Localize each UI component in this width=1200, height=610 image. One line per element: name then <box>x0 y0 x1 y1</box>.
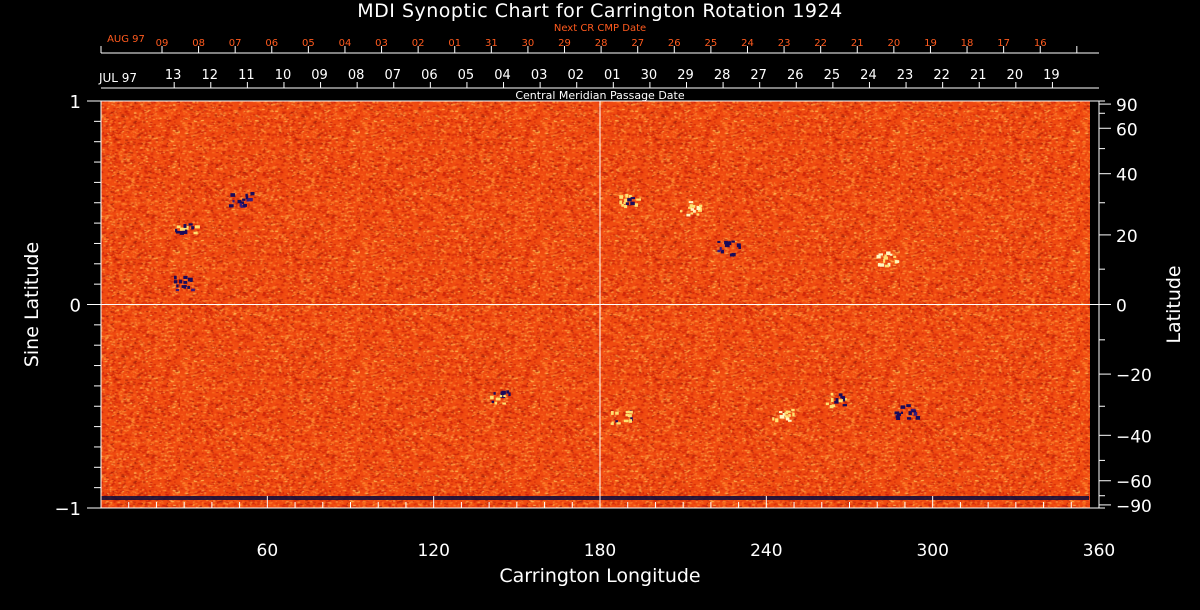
next-cr-tick-label: 19 <box>924 38 937 49</box>
next-cr-tick-label: 26 <box>668 38 681 49</box>
next-cr-tick-label: 22 <box>814 38 827 49</box>
y-tick-label-right: −60 <box>1116 473 1152 493</box>
cmp-tick-label: 09 <box>311 68 328 83</box>
cmp-tick-label: 12 <box>202 68 219 83</box>
next-cr-title: Next CR CMP Date <box>554 23 646 34</box>
no-data-strip-bottom <box>101 496 1089 500</box>
next-cr-tick-label: 28 <box>595 38 608 49</box>
next-cr-tick-label: 09 <box>156 38 169 49</box>
cmp-tick-label: 11 <box>238 68 255 83</box>
cmp-tick-label: 28 <box>714 68 731 83</box>
cmp-tick-label: 30 <box>641 68 658 83</box>
next-cr-tick-label: 05 <box>302 38 315 49</box>
next-cr-tick-label: 06 <box>265 38 278 49</box>
active-region <box>490 390 511 405</box>
next-cr-tick-label: 24 <box>741 38 754 49</box>
next-cr-tick-label: 25 <box>705 38 718 49</box>
x-tick-label: 120 <box>417 541 449 561</box>
next-cr-month-label: AUG 97 <box>107 34 145 45</box>
active-region <box>228 191 255 208</box>
y-tick-label-right: 90 <box>1116 96 1138 116</box>
x-tick-label: 360 <box>1083 541 1115 561</box>
cmp-tick-label: 08 <box>348 68 365 83</box>
cmp-tick-label: 20 <box>1007 68 1024 83</box>
active-region <box>876 251 900 268</box>
y-axis-label-right: Latitude <box>1163 265 1185 343</box>
cmp-tick-label: 19 <box>1043 68 1060 83</box>
y-tick-label-right: −90 <box>1116 497 1152 517</box>
y-tick-label-left: 0 <box>70 296 81 317</box>
next-cr-tick-label: 01 <box>448 38 461 49</box>
next-cr-tick-label: 02 <box>412 38 425 49</box>
cmp-tick-label: 25 <box>824 68 841 83</box>
cmp-tick-label: 21 <box>970 68 987 83</box>
x-tick-label: 180 <box>584 541 616 561</box>
cmp-month-label: JUL 97 <box>98 71 137 85</box>
next-cr-tick-label: 03 <box>375 38 388 49</box>
active-region <box>175 223 200 235</box>
active-region <box>894 404 921 421</box>
cmp-title: Central Meridian Passage Date <box>515 89 684 102</box>
cmp-tick-label: 22 <box>933 68 950 83</box>
active-region <box>717 240 741 257</box>
active-region <box>679 201 703 217</box>
next-cr-tick-label: 21 <box>851 38 864 49</box>
next-cr-tick-label: 07 <box>229 38 242 49</box>
x-tick-label: 300 <box>916 541 948 561</box>
next-cr-tick-label: 30 <box>522 38 535 49</box>
active-region <box>619 193 642 209</box>
next-cr-tick-label: 17 <box>997 38 1010 49</box>
cmp-tick-label: 01 <box>604 68 621 83</box>
next-cr-tick-label: 04 <box>339 38 352 49</box>
cmp-tick-label: 03 <box>531 68 548 83</box>
active-region <box>610 410 633 425</box>
active-region <box>825 392 847 409</box>
y-tick-label-left: −1 <box>54 499 81 520</box>
next-cr-tick-label: 27 <box>631 38 644 49</box>
chart-title: MDI Synoptic Chart for Carrington Rotati… <box>357 0 843 22</box>
y-tick-label-right: 20 <box>1116 227 1138 247</box>
y-tick-label-right: −20 <box>1116 366 1152 386</box>
y-tick-label-right: 0 <box>1116 297 1127 317</box>
cmp-tick-label: 29 <box>677 68 694 83</box>
x-tick-label: 60 <box>257 541 279 561</box>
cmp-tick-label: 23 <box>897 68 914 83</box>
cmp-tick-label: 04 <box>494 68 511 83</box>
y-tick-label-right: −40 <box>1116 427 1152 447</box>
next-cr-tick-label: 16 <box>1034 38 1047 49</box>
y-tick-label-right: 40 <box>1116 166 1138 186</box>
next-cr-tick-label: 18 <box>961 38 974 49</box>
y-tick-label-left: 1 <box>70 92 81 113</box>
cmp-tick-label: 02 <box>567 68 584 83</box>
cmp-tick-label: 10 <box>275 68 292 83</box>
next-cr-tick-label: 20 <box>887 38 900 49</box>
cmp-tick-label: 13 <box>165 68 182 83</box>
cmp-tick-label: 05 <box>458 68 475 83</box>
next-cr-tick-label: 31 <box>485 38 498 49</box>
x-axis-label: Carrington Longitude <box>499 565 700 587</box>
next-cr-tick-label: 29 <box>558 38 571 49</box>
cmp-tick-label: 24 <box>860 68 877 83</box>
y-tick-label-right: 60 <box>1116 120 1138 140</box>
x-tick-label: 240 <box>750 541 782 561</box>
next-cr-tick-label: 23 <box>778 38 791 49</box>
next-cr-tick-label: 08 <box>192 38 205 49</box>
cmp-tick-label: 27 <box>750 68 767 83</box>
cmp-tick-label: 26 <box>787 68 804 83</box>
active-region <box>173 275 195 292</box>
active-region <box>772 408 795 423</box>
cmp-tick-label: 07 <box>384 68 401 83</box>
y-axis-label-left: Sine Latitude <box>21 242 43 367</box>
cmp-tick-label: 06 <box>421 68 438 83</box>
